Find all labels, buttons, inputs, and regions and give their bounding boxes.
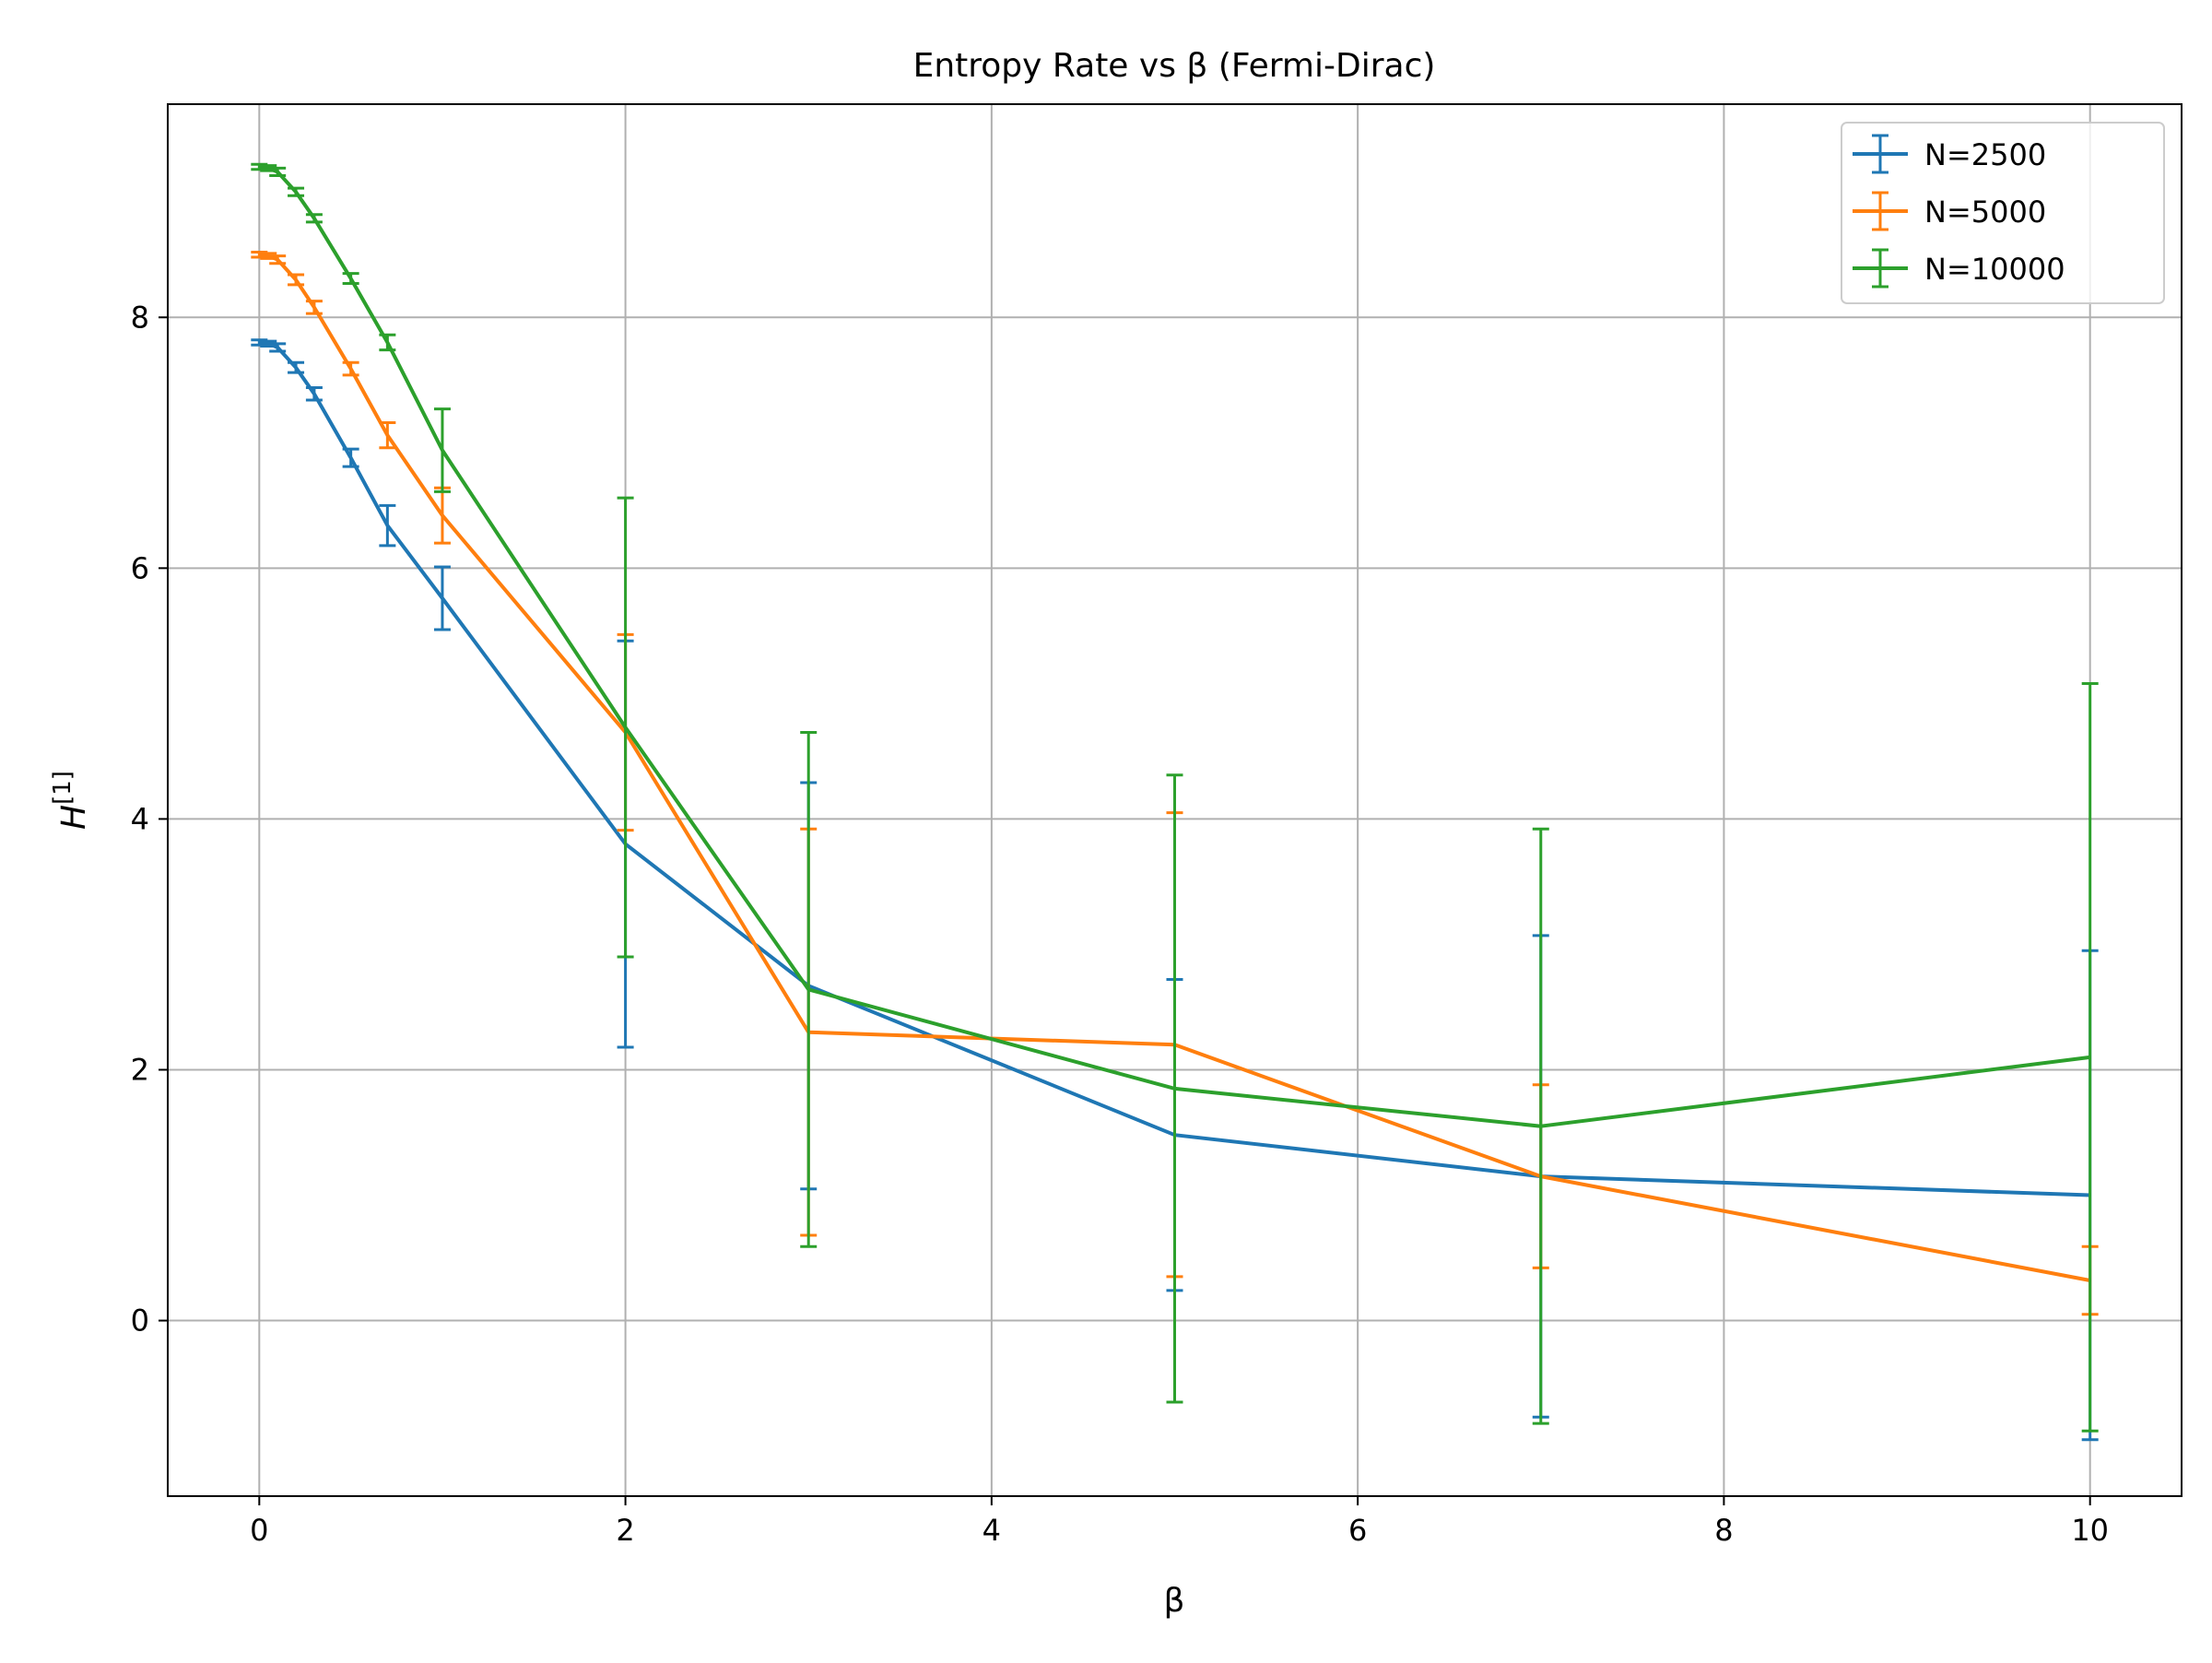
x-tick-label: 2	[616, 1513, 634, 1548]
x-tick-label: 8	[1714, 1513, 1733, 1548]
y-tick-label: 2	[131, 1052, 149, 1087]
legend-label: N=2500	[1924, 137, 2046, 172]
y-axis-label-base: H	[55, 805, 93, 830]
legend-label: N=5000	[1924, 195, 2046, 230]
series-layer	[251, 162, 2099, 1442]
legend-item-n-5000: N=5000	[1853, 191, 2046, 231]
legend-item-n-10000: N=10000	[1853, 248, 2065, 289]
x-tick-label: 0	[250, 1513, 268, 1548]
x-tick-label: 4	[982, 1513, 1001, 1548]
y-tick-label: 6	[131, 550, 149, 585]
x-tick-label: 10	[2071, 1513, 2109, 1548]
x-axis-label: β	[1164, 1582, 1185, 1620]
legend-item-n-2500: N=2500	[1853, 134, 2046, 174]
y-tick-label: 4	[131, 801, 149, 836]
tick-layer: 0 2 4 6 8 10 0 2 4 6 8	[131, 300, 2109, 1548]
series-n-10000	[251, 162, 2099, 1433]
y-axis-label-superscript: [1]	[49, 771, 76, 805]
series-line	[259, 165, 2090, 1128]
legend-label: N=10000	[1924, 252, 2065, 287]
y-tick-label: 8	[131, 300, 149, 335]
x-tick-label: 6	[1348, 1513, 1367, 1548]
plot-frame	[167, 103, 2183, 1497]
y-axis-label: H[1]	[49, 771, 93, 830]
legend-box	[1841, 122, 2165, 304]
y-tick-label: 0	[131, 1303, 149, 1339]
chart-title: Entropy Rate vs β (Fermi-Dirac)	[913, 47, 1436, 85]
legend: N=2500 N=5000 N=10000	[1841, 122, 2165, 304]
